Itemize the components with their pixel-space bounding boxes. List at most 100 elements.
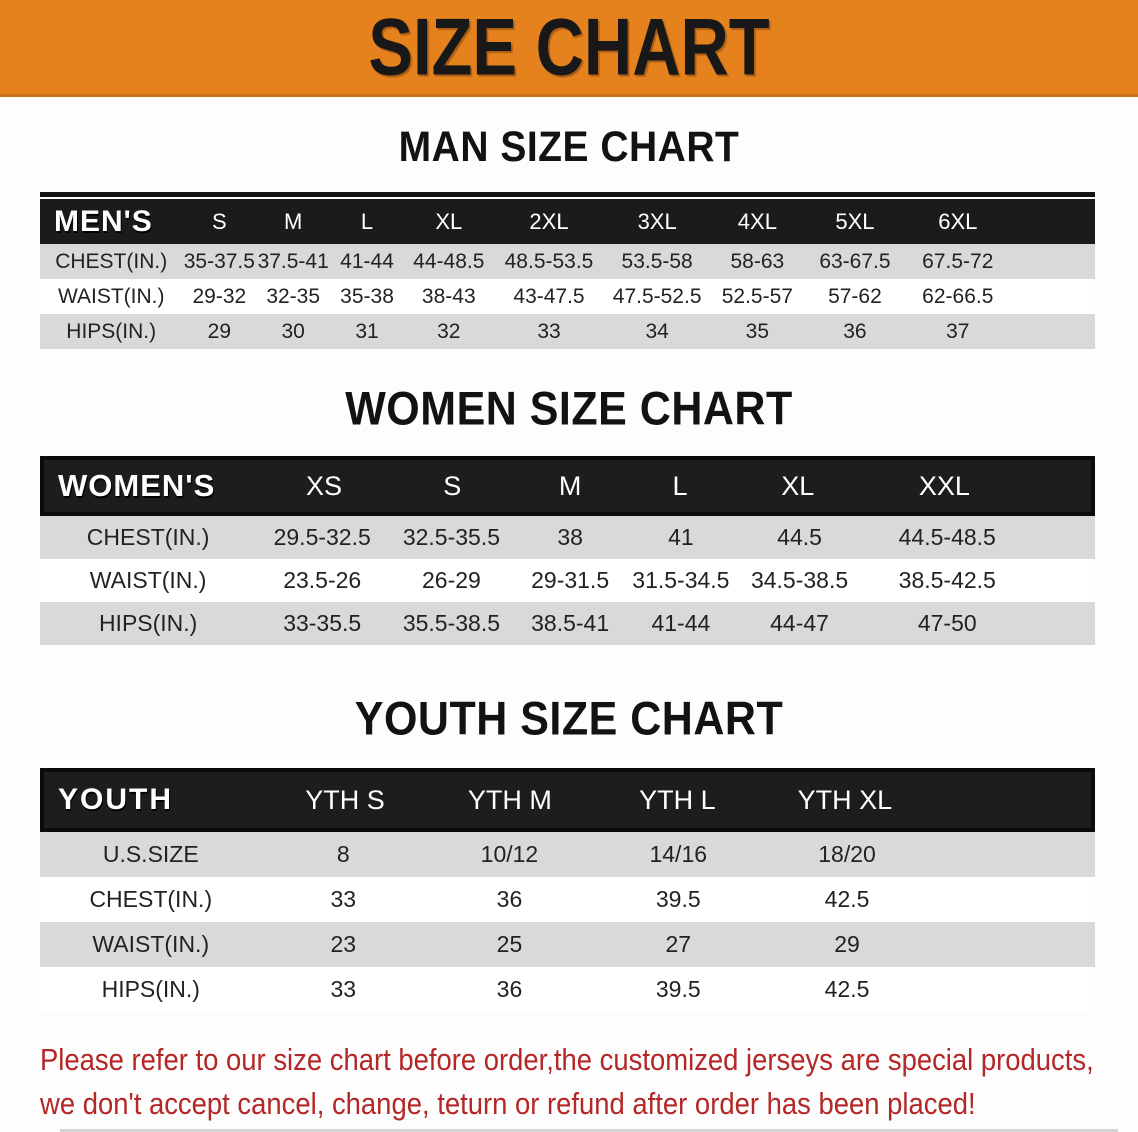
- row-value: 37.5-41: [257, 249, 329, 273]
- row-value: 48.5-53.5: [504, 249, 594, 273]
- row-value: 62-66.5: [922, 284, 994, 308]
- row-value: 38: [557, 524, 583, 550]
- row-label: HIPS(IN.): [98, 610, 198, 636]
- table-row: HIPS(IN.) 33-35.5 35.5-38.5 38.5-41 41-44 44-…: [40, 602, 1095, 645]
- row-value: 47-50: [917, 610, 977, 636]
- row-value: 36: [843, 319, 867, 343]
- table-header-col: YTH S: [305, 784, 385, 815]
- row-value: 44-48.5: [413, 249, 485, 273]
- table-header-row: YOUTH YTH S YTH M YTH L YTH XL: [40, 768, 1095, 832]
- row-value: 23.5-26: [283, 567, 362, 593]
- table-header-col: YTH XL: [797, 784, 893, 815]
- row-value: 36: [496, 976, 523, 1002]
- row-value: 18/20: [818, 841, 876, 867]
- row-label: WAIST(IN.): [92, 931, 210, 957]
- table-header-label: WOMEN'S: [58, 468, 216, 503]
- row-value: 34.5-38.5: [750, 567, 849, 593]
- row-value: 57-62: [828, 284, 882, 308]
- row-value: 37: [946, 319, 970, 343]
- youth-size-table: YOUTH YTH S YTH M YTH L YTH XL U.S.SIZE 8 10/12…: [40, 768, 1095, 1012]
- table-header-label: YOUTH: [58, 783, 173, 816]
- youth-section-heading: YOUTH SIZE CHART: [354, 692, 784, 746]
- table-row: WAIST(IN.) 23.5-26 26-29 29-31.5 31.5-34.5 34…: [40, 559, 1095, 602]
- row-label: CHEST(IN.): [86, 524, 210, 550]
- row-value: 44.5-48.5: [898, 524, 996, 550]
- row-label: CHEST(IN.): [89, 886, 213, 912]
- row-value: 58-63: [730, 249, 785, 273]
- row-value: 39.5: [655, 976, 701, 1002]
- row-value: 42.5: [824, 886, 870, 912]
- row-value: 32: [437, 319, 461, 343]
- row-value: 43-47.5: [513, 284, 585, 308]
- row-value: 33: [537, 319, 561, 343]
- men-table-top-rule: [40, 192, 1095, 197]
- row-value: 38.5-42.5: [898, 567, 996, 593]
- row-value: 14/16: [649, 841, 708, 867]
- table-header-col: 5XL: [835, 208, 875, 234]
- row-value: 29.5-32.5: [273, 524, 371, 550]
- image-bottom-edge: [60, 1129, 1118, 1132]
- row-value: 32-35: [266, 284, 321, 308]
- table-row: WAIST(IN.) 23 25 27 29: [40, 922, 1095, 967]
- table-header-col: M: [284, 208, 303, 234]
- row-value: 47.5-52.5: [612, 284, 702, 308]
- row-label: HIPS(IN.): [101, 976, 200, 1002]
- table-header-row: WOMEN'S XS S M L XL XXL: [40, 456, 1095, 516]
- row-value: 31: [355, 319, 379, 343]
- row-value: 52.5-57: [721, 284, 793, 308]
- table-header-col: YTH M: [467, 784, 552, 815]
- row-value: 44-47: [770, 610, 829, 636]
- row-value: 33: [330, 886, 357, 912]
- row-value: 29-31.5: [531, 567, 610, 593]
- table-header-col: S: [443, 470, 462, 501]
- table-header-col: XXL: [918, 470, 970, 501]
- row-value: 25: [496, 931, 523, 957]
- table-header-col: 4XL: [737, 208, 777, 234]
- table-header-col: S: [212, 208, 227, 234]
- table-header-col: XL: [435, 208, 463, 234]
- banner: SIZE CHART: [0, 0, 1138, 97]
- row-value: 32.5-35.5: [402, 524, 501, 550]
- men-size-table: MEN'S S M L XL 2XL 3XL 4XL 5XL 6XL CHEST(IN.) 35-37…: [40, 199, 1095, 349]
- table-header-row: MEN'S S M L XL 2XL 3XL 4XL 5XL 6XL: [40, 199, 1095, 244]
- row-value: 39.5: [655, 886, 701, 912]
- row-value: 23: [330, 931, 357, 957]
- row-value: 41-44: [340, 249, 394, 273]
- row-value: 53.5-58: [621, 249, 693, 273]
- row-label: CHEST(IN.): [55, 249, 168, 273]
- section-men: MAN SIZE CHART MEN'S S M L XL 2XL 3XL 4XL 5XL 6XL…: [0, 123, 1138, 349]
- table-header-col: 3XL: [637, 208, 677, 234]
- row-value: 29-32: [192, 284, 247, 308]
- table-row: U.S.SIZE 8 10/12 14/16 18/20: [40, 832, 1095, 877]
- row-value: 38.5-41: [531, 610, 610, 636]
- row-value: 33-35.5: [283, 610, 362, 636]
- row-value: 35.5-38.5: [402, 610, 501, 636]
- row-value: 35-37.5: [183, 249, 255, 273]
- table-header-label: MEN'S: [54, 204, 153, 238]
- row-value: 38-43: [421, 284, 476, 308]
- row-value: 10/12: [480, 841, 539, 867]
- row-value: 41: [668, 524, 694, 550]
- disclaimer-line-1: Please refer to our size chart before or…: [40, 1042, 1094, 1077]
- row-value: 63-67.5: [819, 249, 891, 273]
- table-row: CHEST(IN.) 35-37.5 37.5-41 41-44 44-48.5 48.5…: [40, 244, 1095, 279]
- table-header-col: M: [558, 470, 582, 501]
- row-value: 31.5-34.5: [632, 567, 730, 593]
- row-value: 27: [665, 931, 692, 957]
- row-label: WAIST(IN.): [57, 284, 165, 308]
- row-value: 35-38: [340, 284, 394, 308]
- row-value: 44.5: [777, 524, 822, 550]
- row-label: WAIST(IN.): [89, 567, 207, 593]
- table-header-col: L: [672, 470, 688, 501]
- table-row: WAIST(IN.) 29-32 32-35 35-38 38-43 43-47.5 47.…: [40, 279, 1095, 314]
- table-header-col: L: [360, 208, 374, 234]
- section-women: WOMEN SIZE CHART WOMEN'S XS S M L XL XXL CHEST(…: [0, 383, 1138, 645]
- row-value: 34: [645, 319, 669, 343]
- men-section-heading: MAN SIZE CHART: [398, 123, 740, 172]
- row-label: HIPS(IN.): [66, 319, 157, 343]
- row-value: 41-44: [651, 610, 711, 636]
- table-row: CHEST(IN.) 29.5-32.5 32.5-35.5 38 41 44.5 44.5…: [40, 516, 1095, 559]
- row-value: 8: [336, 841, 350, 867]
- table-row: HIPS(IN.) 33 36 39.5 42.5: [40, 967, 1095, 1012]
- section-youth: YOUTH SIZE CHART YOUTH YTH S YTH M YTH L YTH…: [0, 692, 1138, 1012]
